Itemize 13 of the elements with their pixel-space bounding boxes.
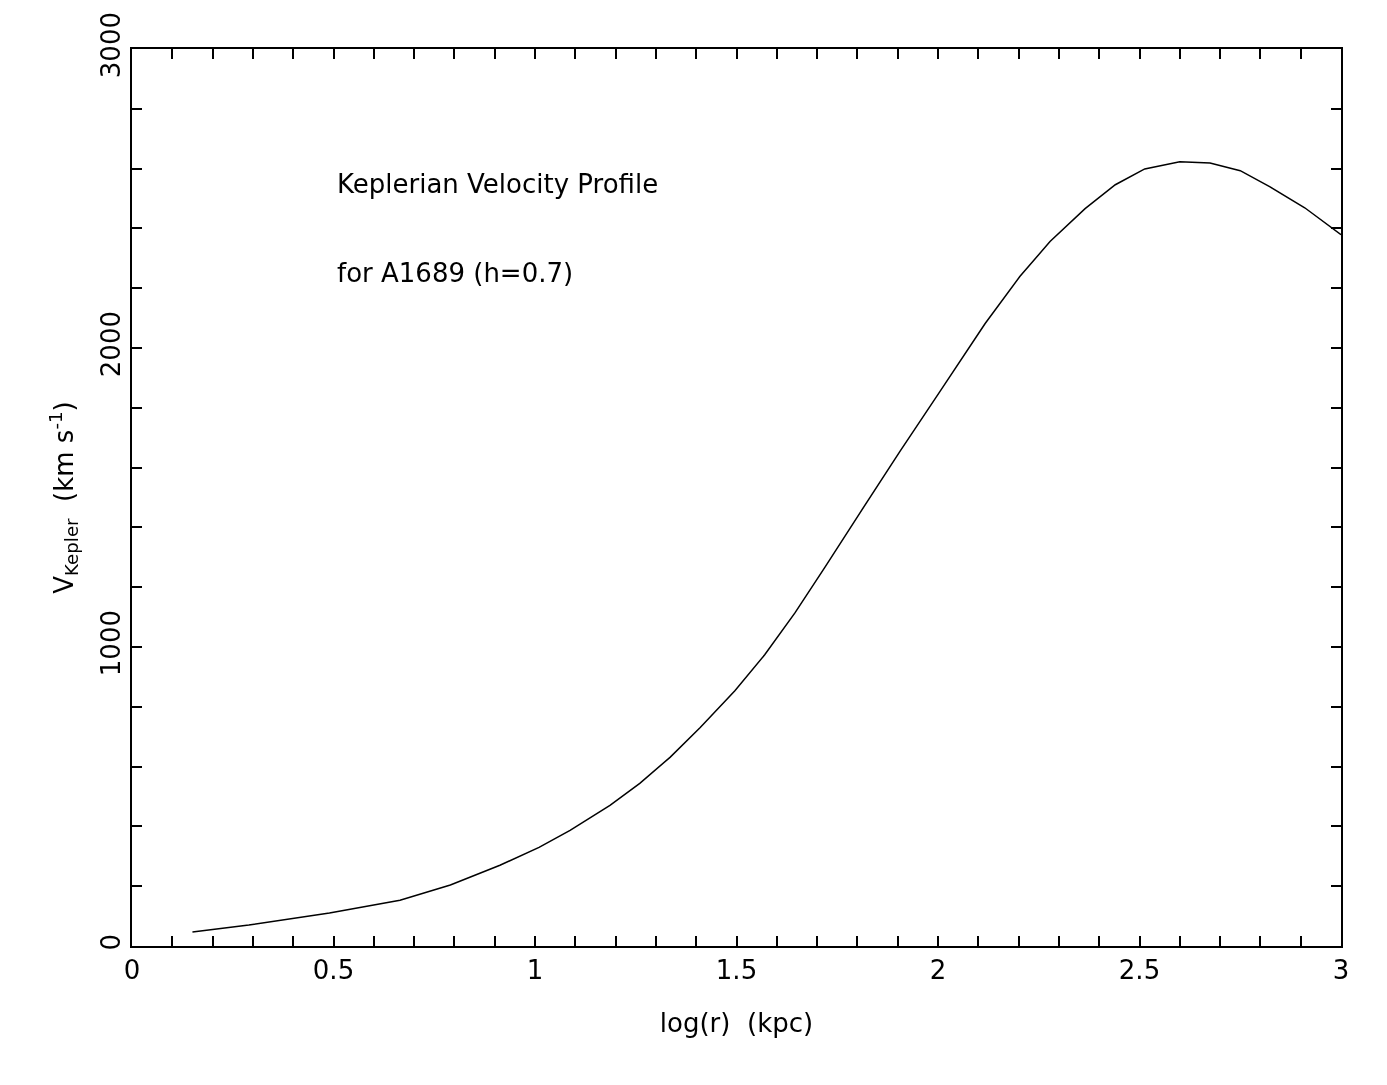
y-tick-label: 0 xyxy=(95,933,126,951)
x-tick-label: 0.5 xyxy=(312,954,355,985)
x-tick-label: 1 xyxy=(526,954,544,985)
x-tick-label: 2.5 xyxy=(1118,954,1161,985)
x-tick-label: 3 xyxy=(1332,954,1350,985)
annotation: Keplerian Velocity Profile xyxy=(337,169,659,199)
y-tick-label: 2000 xyxy=(95,311,126,378)
y-tick-label: 3000 xyxy=(95,12,126,79)
y-tick-label: 1000 xyxy=(95,610,126,677)
annotation: for A1689 (h=0.7) xyxy=(337,258,574,288)
x-axis-title: log(r) (kpc) xyxy=(659,1008,814,1039)
x-tick-label: 1.5 xyxy=(715,954,758,985)
x-tick-label: 2 xyxy=(929,954,947,985)
